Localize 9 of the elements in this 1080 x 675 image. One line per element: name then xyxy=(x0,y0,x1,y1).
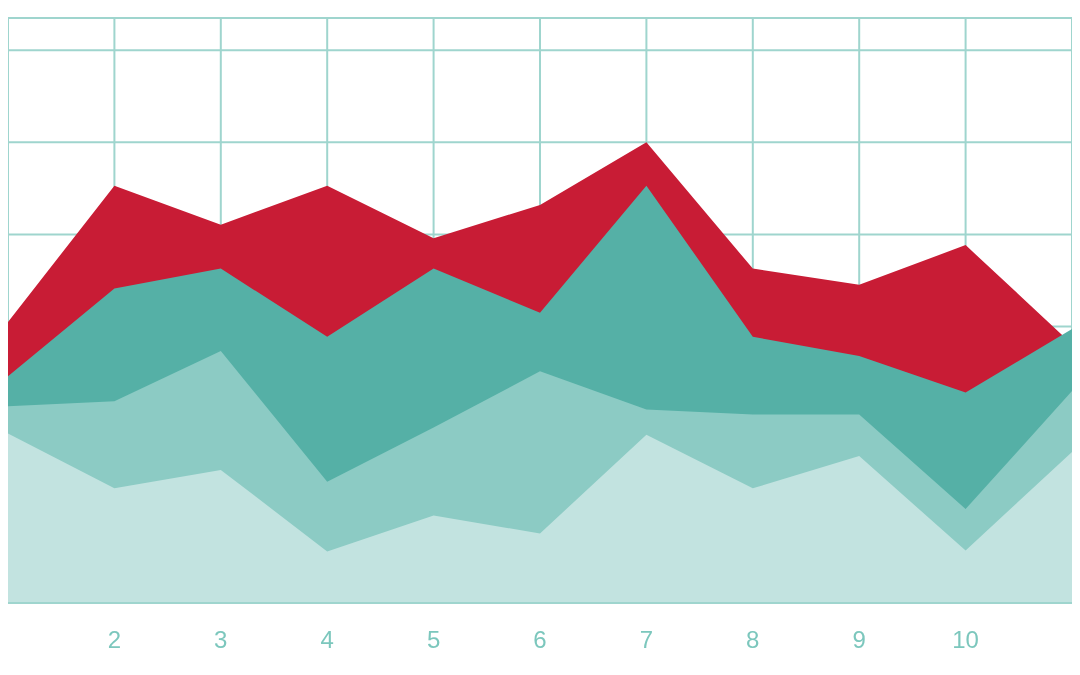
x-tick-label: 4 xyxy=(320,626,334,654)
x-tick-label: 7 xyxy=(639,626,654,654)
x-tick-label: 2 xyxy=(107,626,122,654)
x-tick-label: 6 xyxy=(533,626,547,654)
x-tick-label: 10 xyxy=(952,626,979,654)
x-tick-label: 3 xyxy=(214,626,228,654)
x-tick-label: 8 xyxy=(746,626,760,654)
x-tick-label: 5 xyxy=(426,626,441,654)
x-tick-label: 9 xyxy=(852,626,866,654)
